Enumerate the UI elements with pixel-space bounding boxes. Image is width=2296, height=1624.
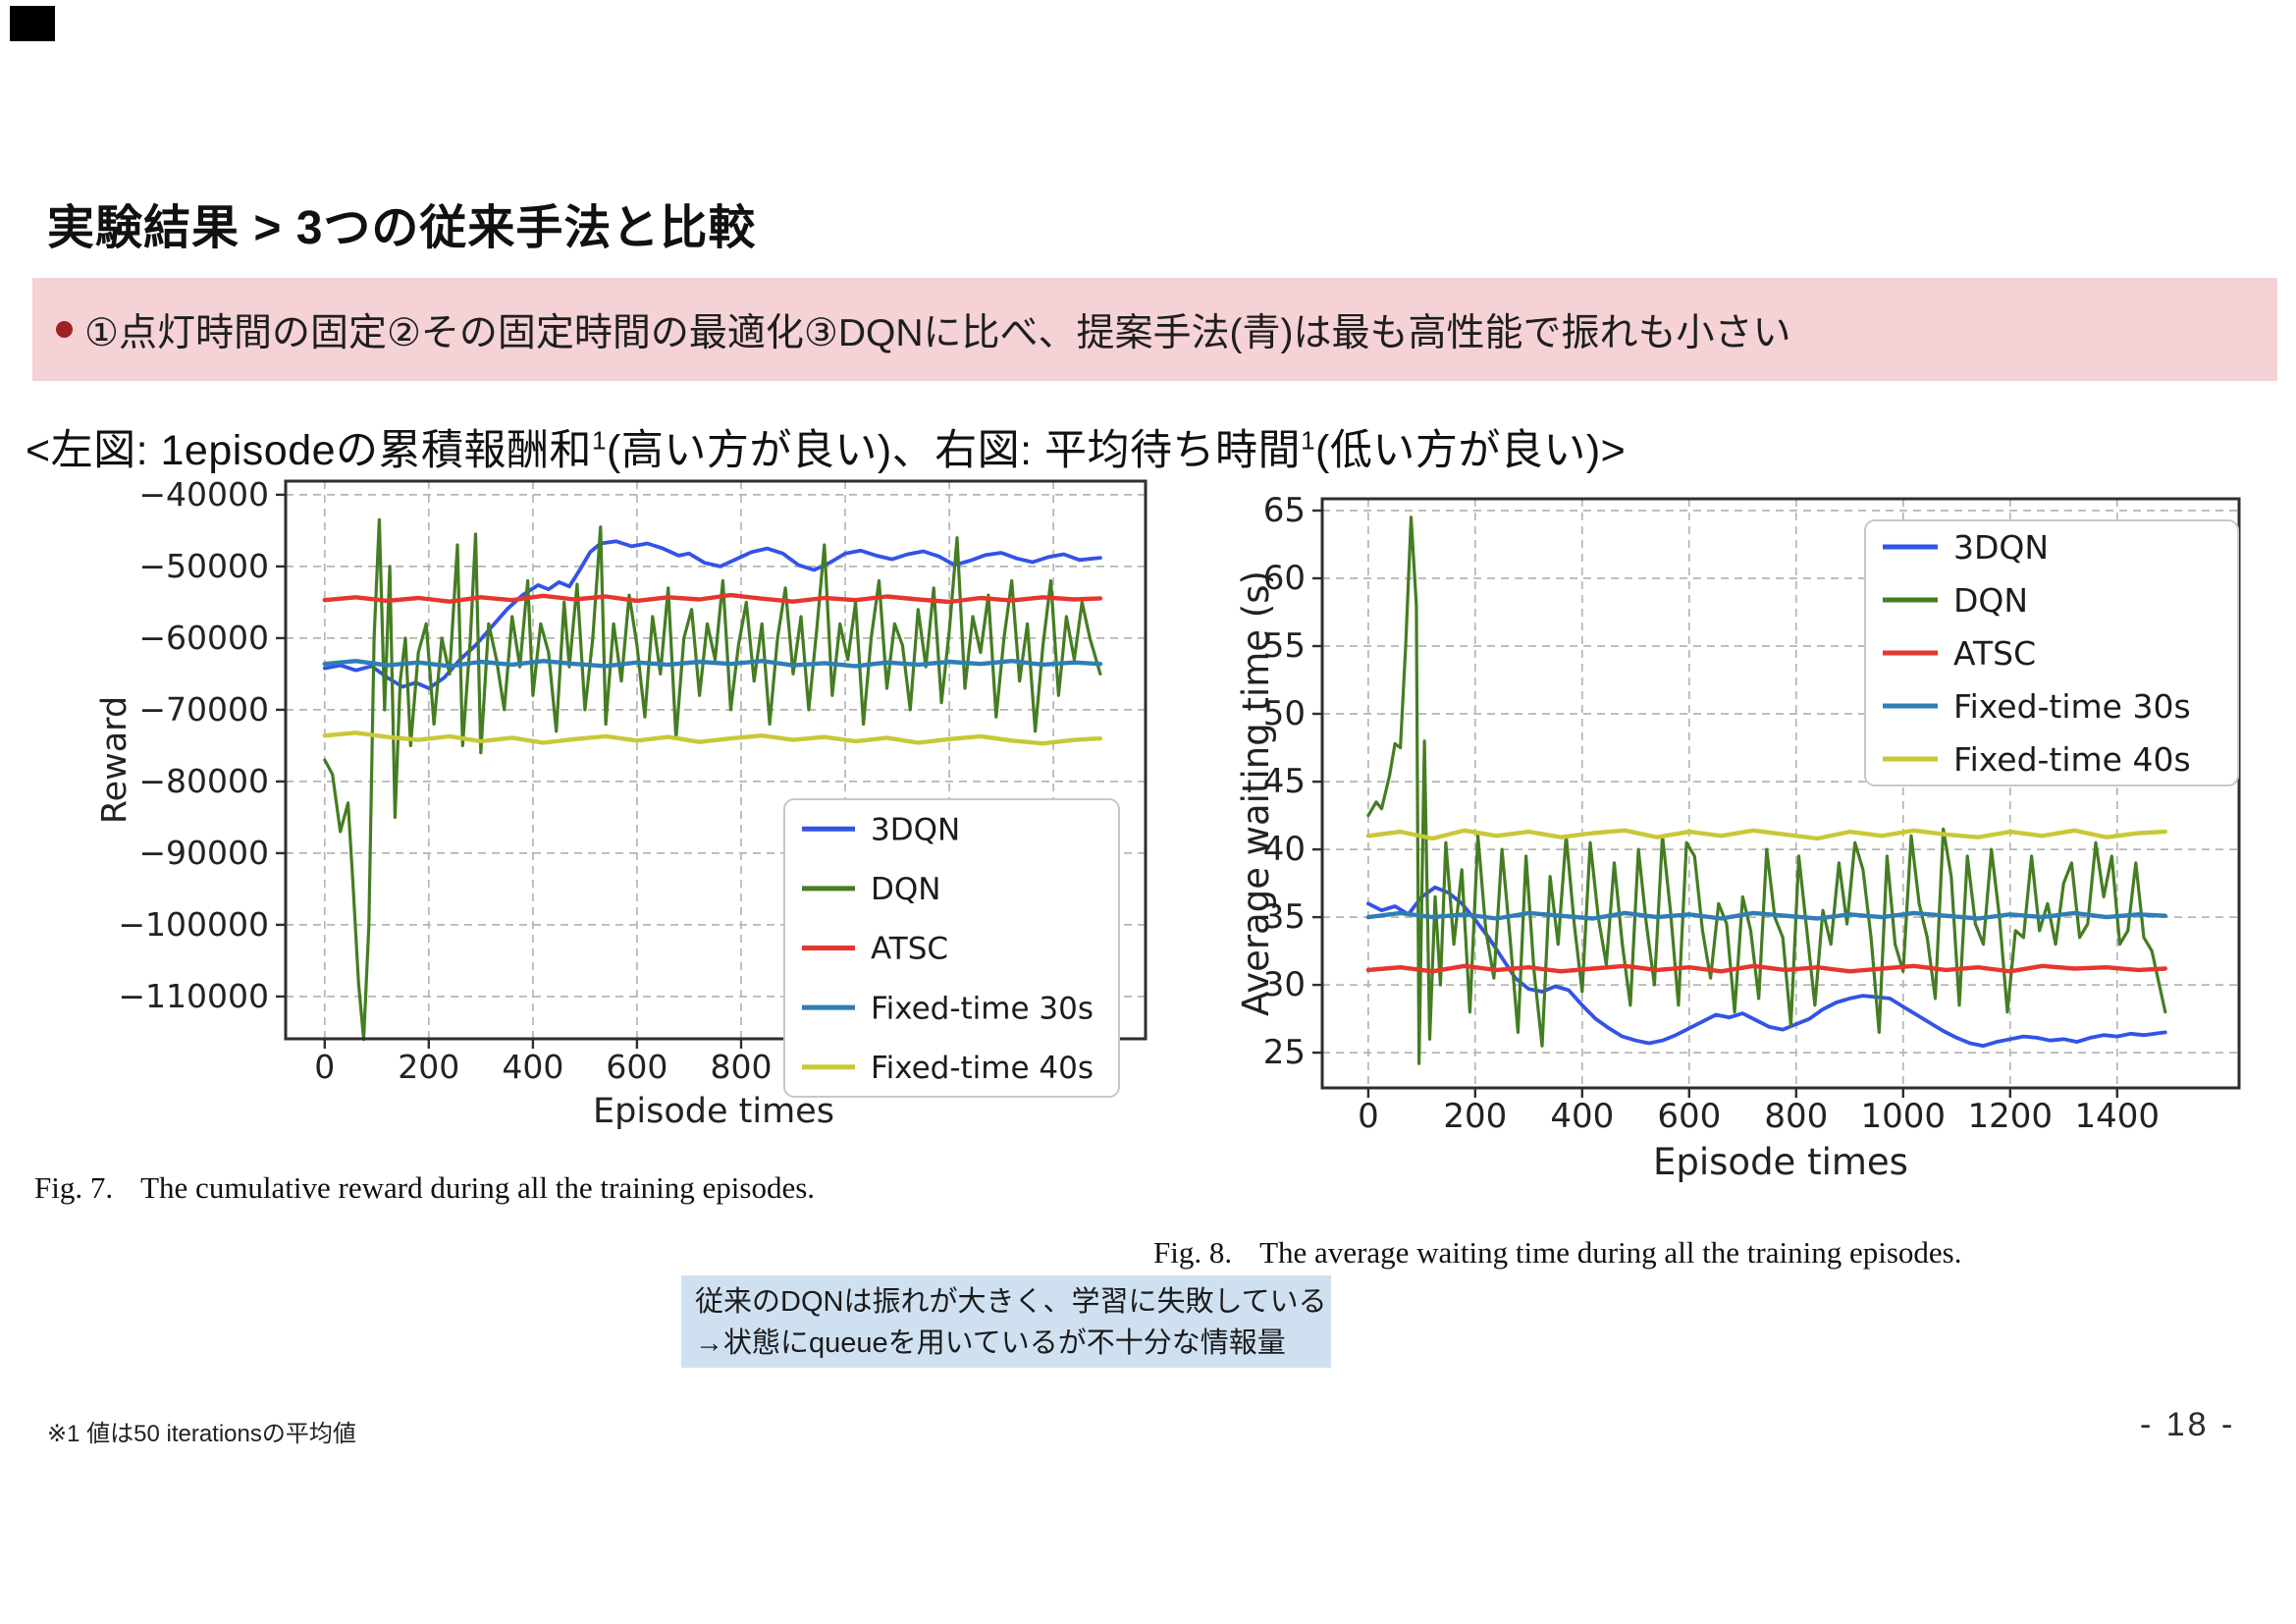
y-tick-label: 55 <box>1263 626 1306 666</box>
y-tick-label: 45 <box>1263 762 1306 801</box>
x-tick-label: 600 <box>1657 1097 1721 1136</box>
y-tick-label: −40000 <box>138 475 269 514</box>
x-tick-label: 1400 <box>2075 1097 2161 1136</box>
y-tick-label: 35 <box>1263 897 1306 937</box>
x-tick-label: 800 <box>711 1048 773 1086</box>
y-tick-label: −110000 <box>118 977 269 1015</box>
legend-label: DQN <box>871 872 940 907</box>
x-tick-label: 1000 <box>1861 1097 1947 1136</box>
y-tick-label: 40 <box>1263 830 1306 869</box>
legend-label: ATSC <box>1953 634 2036 673</box>
subtitle-part1: <左図: 1episodeの累積報酬和 <box>26 427 593 474</box>
y-tick-label: 25 <box>1263 1033 1306 1072</box>
series-fixed-time-40s <box>322 731 1103 746</box>
y-tick-label: 60 <box>1263 559 1306 598</box>
legend: 3DQN DQN ATSC Fixed-time 30s Fixed-time 40s <box>1864 519 2239 786</box>
figure-7-caption-label: Fig. 7. <box>34 1170 114 1205</box>
figure-8-caption: Fig. 8. The average waiting time during a… <box>1153 1235 1961 1271</box>
note-line-1: 従来のDQNは振れが大きく、学習に失敗している <box>695 1286 1327 1318</box>
legend-label: ATSC <box>871 932 948 967</box>
x-tick-label: 400 <box>1550 1097 1614 1136</box>
bullet-icon <box>56 321 73 338</box>
figure-8-caption-text: The average waiting time during all the … <box>1259 1235 1962 1270</box>
y-tick-label: −90000 <box>138 834 269 872</box>
x-tick-label: 400 <box>502 1048 563 1086</box>
subtitle-part2: (高い方が良い)、右図: 平均待ち時間 <box>607 427 1302 474</box>
legend-label: 3DQN <box>871 813 960 848</box>
figure-8-chart: 0 200 400 600 800 1000 1200 1400 65 60 55 50 45 40 35 3… <box>1235 491 2241 1183</box>
page-title: 実験結果 > 3つの従来手法と比較 <box>47 202 757 254</box>
figure-7-caption: Fig. 7. The cumulative reward during all … <box>34 1170 815 1206</box>
legend-label: Fixed-time 40s <box>1953 740 2191 779</box>
page-number: - 18 - <box>2140 1406 2236 1443</box>
subtitle-part3: (低い方が良い)> <box>1315 427 1627 474</box>
x-tick-label: 1200 <box>1968 1097 2054 1136</box>
note-line-2: →状態にqueueを用いているが不十分な情報量 <box>695 1327 1286 1359</box>
legend-label: DQN <box>1953 581 2028 620</box>
x-tick-label: 200 <box>398 1048 459 1086</box>
figure-8-caption-label: Fig. 8. <box>1153 1235 1233 1270</box>
y-tick-label: 65 <box>1263 491 1306 530</box>
series-dqn <box>323 517 1102 1042</box>
subtitle-footnote-ref-1: 1 <box>592 425 608 456</box>
legend-label: Fixed-time 30s <box>1953 687 2191 726</box>
x-tick-label: 0 <box>1358 1097 1379 1136</box>
series-fixed-time-30s <box>1365 910 2168 921</box>
y-tick-label: −60000 <box>138 619 269 657</box>
series-3dqn <box>1366 885 2167 1049</box>
x-axis-label: Episode times <box>593 1092 834 1131</box>
legend: 3DQN DQN ATSC Fixed-time 30s Fixed-time 40s <box>783 798 1120 1098</box>
y-axis-label: Reward <box>95 696 134 824</box>
y-tick-label: 30 <box>1263 965 1306 1004</box>
highlight-bar: ①点灯時間の固定②その固定時間の最適化③DQNに比べ、提案手法(青)は最も高性能… <box>32 278 2277 381</box>
series-atsc <box>322 592 1103 605</box>
x-tick-label: 800 <box>1764 1097 1828 1136</box>
y-tick-label: 50 <box>1263 694 1306 733</box>
x-tick-label: 600 <box>606 1048 667 1086</box>
highlight-text: ①点灯時間の固定②その固定時間の最適化③DQNに比べ、提案手法(青)は最も高性能… <box>84 311 1791 354</box>
y-tick-label: −80000 <box>138 762 269 800</box>
y-axis-label: Average waiting time (s) <box>1235 570 1277 1016</box>
x-tick-label: 200 <box>1443 1097 1507 1136</box>
figure-7-caption-text: The cumulative reward during all the tra… <box>140 1170 816 1205</box>
x-axis-label: Episode times <box>1653 1141 1908 1183</box>
figures-subtitle: <左図: 1episodeの累積報酬和1(高い方が良い)、右図: 平均待ち時間1… <box>26 416 1626 477</box>
note-box: 従来のDQNは振れが大きく、学習に失敗している →状態にqueueを用いているが… <box>681 1275 1331 1368</box>
corner-mark <box>10 6 55 41</box>
footnote: ※1 値は50 iterationsの平均値 <box>47 1421 356 1447</box>
series-fixed-time-30s <box>322 659 1103 669</box>
legend-label: Fixed-time 40s <box>871 1051 1094 1086</box>
subtitle-footnote-ref-2: 1 <box>1301 425 1316 456</box>
series-fixed-time-40s <box>1365 828 2168 841</box>
legend-label: 3DQN <box>1953 528 2049 567</box>
legend-label: Fixed-time 30s <box>871 991 1094 1026</box>
y-tick-label: −50000 <box>138 547 269 585</box>
y-tick-label: −100000 <box>118 905 269 944</box>
x-tick-label: 0 <box>314 1048 335 1086</box>
series-atsc <box>1365 963 2168 974</box>
figure-7-chart: 0200400600800100012001400−40000−50000−60… <box>95 475 1148 1131</box>
y-tick-label: −70000 <box>138 690 269 729</box>
